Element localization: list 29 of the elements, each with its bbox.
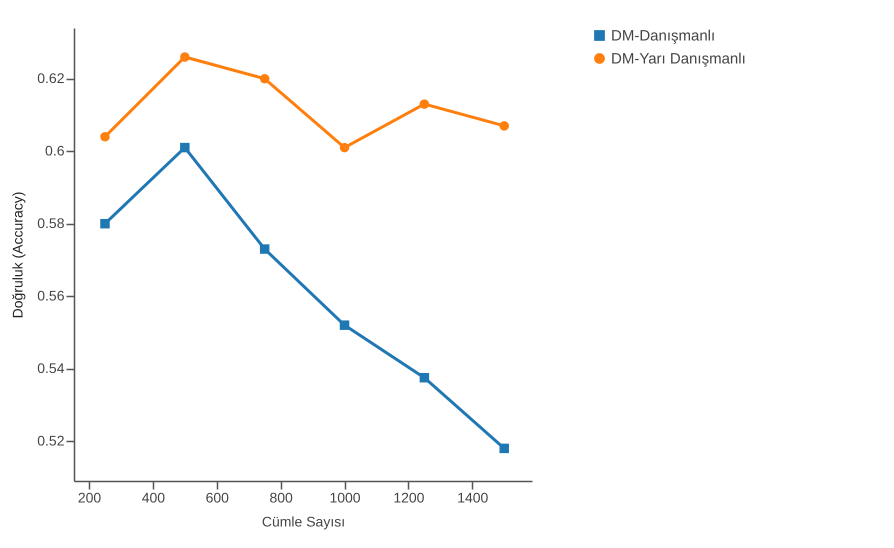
x-axis-title: Cümle Sayısı xyxy=(262,514,346,530)
point xyxy=(420,99,430,109)
x-tick-label: 600 xyxy=(206,490,230,506)
point xyxy=(420,372,430,382)
point xyxy=(340,320,350,330)
point xyxy=(100,218,110,228)
point xyxy=(180,142,190,152)
legend-label: DM-Yarı Danışmanlı xyxy=(611,50,746,68)
y-tick-label: 0.54 xyxy=(37,360,65,376)
x-tick-label: 1200 xyxy=(393,490,425,506)
point xyxy=(499,121,509,131)
x-tick-label: 800 xyxy=(269,490,294,506)
x-tick-label: 200 xyxy=(78,490,102,506)
y-tick-label: 0.56 xyxy=(37,288,65,304)
y-tick-label: 0.52 xyxy=(37,432,65,449)
x-tick-label: 400 xyxy=(142,490,166,506)
point xyxy=(499,444,509,454)
y-tick-label: 0.58 xyxy=(37,215,65,232)
y-axis-title: Doğruluk (Accuracy) xyxy=(9,192,26,318)
point xyxy=(180,52,190,62)
y-tick-label: 0.62 xyxy=(37,70,65,86)
point xyxy=(100,132,110,142)
y-tick-label: 0.6 xyxy=(45,142,65,159)
x-tick-label: 1400 xyxy=(457,490,489,506)
x-tick-label: 1000 xyxy=(329,490,361,506)
point xyxy=(340,142,350,152)
point xyxy=(260,74,270,84)
legend-label: DM-Danışmanlı xyxy=(611,28,716,44)
point xyxy=(260,244,270,254)
